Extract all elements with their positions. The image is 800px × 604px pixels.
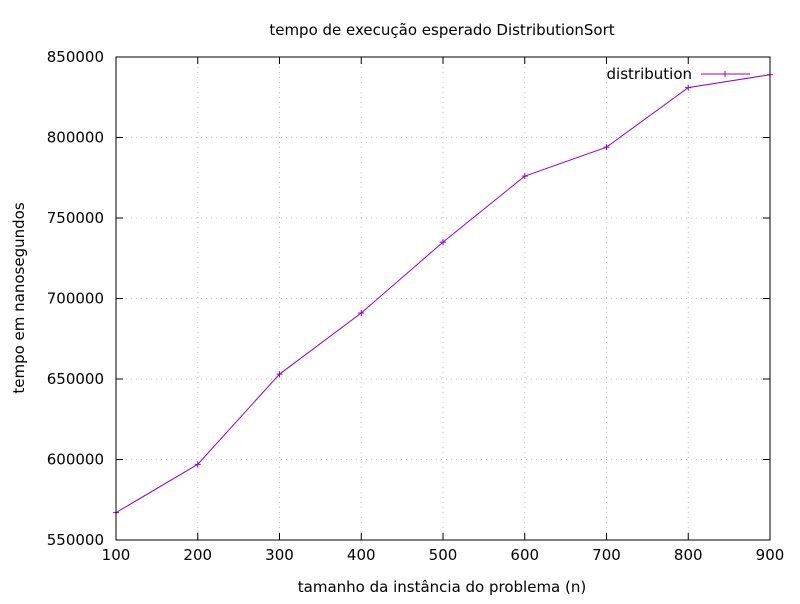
x-tick-label: 900 [756, 546, 785, 564]
x-tick-label: 400 [347, 546, 376, 564]
x-tick-label: 100 [102, 546, 131, 564]
data-point [603, 144, 610, 151]
x-axis-label: tamanho da instância do problema (n) [298, 578, 586, 596]
data-point [276, 371, 283, 378]
legend-marker-distribution [722, 71, 728, 77]
x-tick-label: 700 [592, 546, 621, 564]
y-tick-label: 550000 [47, 531, 104, 549]
chart-title: tempo de execução esperado DistributionS… [269, 21, 614, 39]
x-tick-label: 800 [674, 546, 703, 564]
y-tick-label: 600000 [47, 451, 104, 469]
data-point [194, 461, 201, 468]
y-tick-label: 850000 [47, 48, 104, 66]
axis-ticks: 100 200 300 400 500 600 700 800 900 550000 600000 6… [47, 48, 785, 564]
y-tick-label: 750000 [47, 209, 104, 227]
series-line-distribution [115, 74, 771, 514]
x-tick-label: 500 [429, 546, 458, 564]
x-tick-label: 600 [510, 546, 539, 564]
x-tick-label: 200 [183, 546, 212, 564]
data-point [521, 173, 528, 180]
grid-lines [116, 57, 770, 540]
legend: distribution [607, 65, 750, 83]
data-point [440, 239, 446, 246]
data-point [685, 84, 692, 91]
x-tick-label: 300 [265, 546, 294, 564]
y-tick-label: 700000 [47, 290, 104, 308]
legend-label-distribution: distribution [607, 65, 692, 83]
y-tick-label: 650000 [47, 370, 104, 388]
data-point [358, 309, 365, 316]
series-layer [113, 71, 773, 516]
y-axis-label: tempo em nanosegundos [10, 202, 28, 393]
y-tick-label: 800000 [47, 129, 104, 147]
